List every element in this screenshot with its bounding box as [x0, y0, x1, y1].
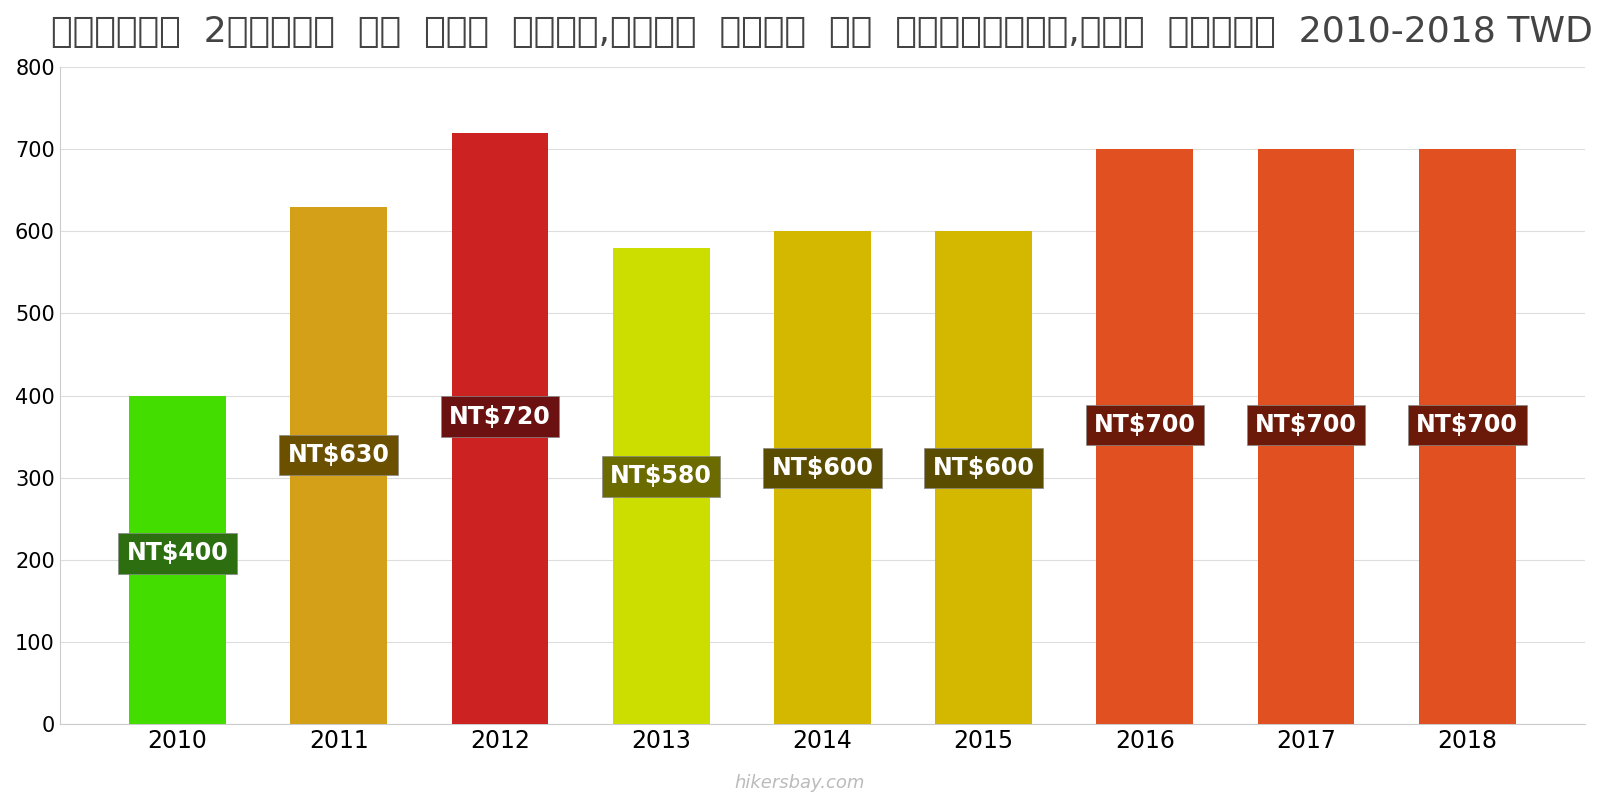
- Text: NT$700: NT$700: [1094, 413, 1195, 437]
- Bar: [451, 133, 549, 724]
- Text: NT$580: NT$580: [610, 464, 712, 488]
- Bar: [1258, 149, 1355, 724]
- Text: NT$400: NT$400: [126, 542, 229, 566]
- Bar: [130, 395, 226, 724]
- Title: ताइवान  2लोगों  के  लिए  भोजन,मध्य  दूरी  के  रेस्तरां,तीन  कोर्स  2010-2018 TWD: ताइवान 2लोगों के लिए भोजन,मध्य दूरी के र…: [51, 15, 1594, 49]
- Text: NT$600: NT$600: [771, 456, 874, 480]
- Text: NT$720: NT$720: [450, 405, 550, 429]
- Bar: [1096, 149, 1194, 724]
- Text: hikersbay.com: hikersbay.com: [734, 774, 866, 792]
- Bar: [290, 206, 387, 724]
- Bar: [774, 231, 870, 724]
- Text: NT$700: NT$700: [1416, 413, 1518, 437]
- Text: NT$600: NT$600: [933, 456, 1035, 480]
- Bar: [936, 231, 1032, 724]
- Text: NT$630: NT$630: [288, 443, 390, 467]
- Text: NT$700: NT$700: [1254, 413, 1357, 437]
- Bar: [613, 248, 709, 724]
- Bar: [1419, 149, 1515, 724]
